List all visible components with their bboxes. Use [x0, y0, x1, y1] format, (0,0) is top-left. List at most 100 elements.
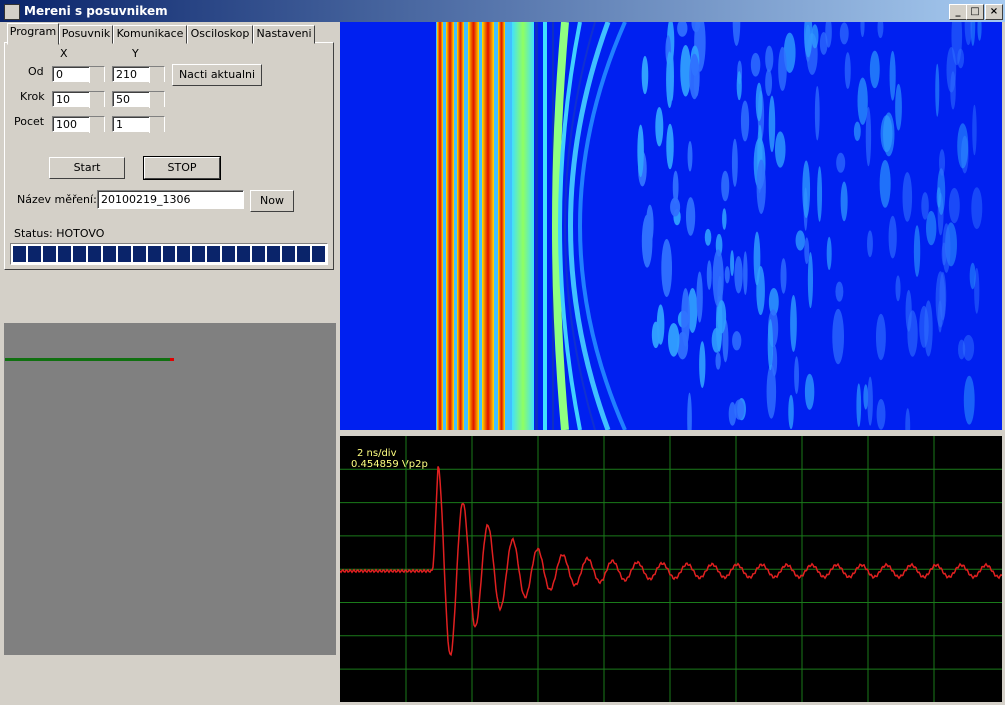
progress-segment — [117, 246, 131, 262]
blob — [732, 331, 742, 351]
blob — [768, 95, 776, 153]
blob — [888, 215, 897, 259]
blob — [765, 45, 774, 73]
blob — [795, 230, 805, 251]
blob — [817, 166, 823, 222]
spin-button[interactable] — [149, 92, 164, 108]
blob — [721, 170, 730, 202]
waveform — [340, 466, 1002, 657]
stripe — [468, 22, 479, 430]
blob — [926, 210, 937, 246]
spin-button[interactable] — [89, 92, 104, 108]
blob — [811, 24, 819, 49]
blob — [964, 22, 972, 46]
maximize-button[interactable]: □ — [966, 4, 984, 20]
blob — [853, 121, 861, 142]
blob — [704, 228, 712, 246]
progress-segment — [177, 246, 191, 262]
blob — [687, 392, 692, 430]
load-button[interactable]: Nacti aktualni — [172, 64, 262, 86]
blob — [836, 152, 846, 173]
stripe — [482, 22, 494, 430]
spin-button[interactable] — [89, 117, 104, 133]
arc-band — [568, 22, 611, 430]
progress-segment — [87, 246, 101, 262]
progress-segment — [222, 246, 236, 262]
spin-button[interactable] — [149, 117, 164, 133]
close-button[interactable]: × — [985, 4, 1003, 20]
blob — [646, 204, 654, 245]
blob — [840, 181, 848, 222]
arc-band — [558, 22, 582, 430]
blob — [680, 44, 691, 97]
progress-segment — [267, 246, 281, 262]
blob — [895, 275, 901, 302]
blob — [913, 225, 921, 277]
blob — [753, 231, 761, 286]
name-label: Název měření: — [17, 193, 97, 206]
blob — [857, 77, 868, 125]
col-header: Y — [132, 47, 139, 60]
blob — [717, 300, 727, 334]
spin-button[interactable] — [149, 67, 164, 83]
blob — [706, 260, 712, 290]
tab[interactable]: Nastaveni — [253, 25, 315, 44]
blob — [788, 394, 794, 430]
progress-segment — [57, 246, 71, 262]
blob — [778, 46, 787, 92]
tab[interactable]: Program — [7, 23, 59, 45]
stop-button[interactable]: STOP — [143, 156, 221, 180]
name-input[interactable]: 20100219_1306 — [97, 190, 244, 209]
blob — [755, 82, 763, 122]
app-icon — [4, 4, 20, 20]
tab[interactable]: Posuvnik — [59, 25, 113, 44]
blob — [661, 239, 673, 298]
blob — [814, 85, 820, 141]
blob — [766, 364, 777, 419]
blob — [826, 236, 832, 270]
spin-button[interactable] — [89, 67, 104, 83]
blob — [681, 288, 690, 347]
now-button[interactable]: Now — [250, 190, 294, 212]
blob — [724, 266, 730, 284]
blob — [802, 160, 811, 219]
blob — [905, 408, 911, 430]
arc-band — [552, 22, 569, 430]
blob — [736, 71, 742, 101]
blob — [877, 22, 884, 39]
stripe — [446, 22, 454, 430]
blob — [844, 52, 851, 90]
blob — [865, 106, 872, 167]
slider-head — [170, 358, 174, 361]
blob — [807, 252, 814, 309]
progress-segment — [132, 246, 146, 262]
blob — [696, 271, 703, 323]
progress-segment — [312, 246, 326, 262]
blob — [651, 321, 660, 349]
title-bar: Mereni s posuvnikem _ □ × — [0, 0, 1005, 22]
blob — [794, 356, 799, 395]
blob — [780, 258, 787, 294]
stripe — [512, 22, 534, 430]
stripe — [498, 22, 505, 430]
blob — [734, 399, 745, 420]
blob — [740, 100, 750, 142]
start-button[interactable]: Start — [49, 157, 125, 179]
blob — [972, 104, 977, 156]
blob — [685, 197, 696, 236]
blob — [907, 310, 918, 357]
minimize-button[interactable]: _ — [949, 4, 967, 20]
progress-segment — [282, 246, 296, 262]
blob — [962, 334, 975, 361]
blob — [919, 305, 929, 348]
blob — [655, 107, 664, 147]
blob — [936, 187, 942, 208]
heatmap — [340, 22, 1002, 430]
row-label: Pocet — [14, 115, 45, 128]
blob — [977, 22, 982, 41]
blob — [875, 313, 886, 361]
tab[interactable]: Osciloskop — [187, 25, 253, 44]
tab[interactable]: Komunikace — [113, 25, 187, 44]
blob — [765, 69, 773, 97]
blob — [722, 208, 727, 230]
